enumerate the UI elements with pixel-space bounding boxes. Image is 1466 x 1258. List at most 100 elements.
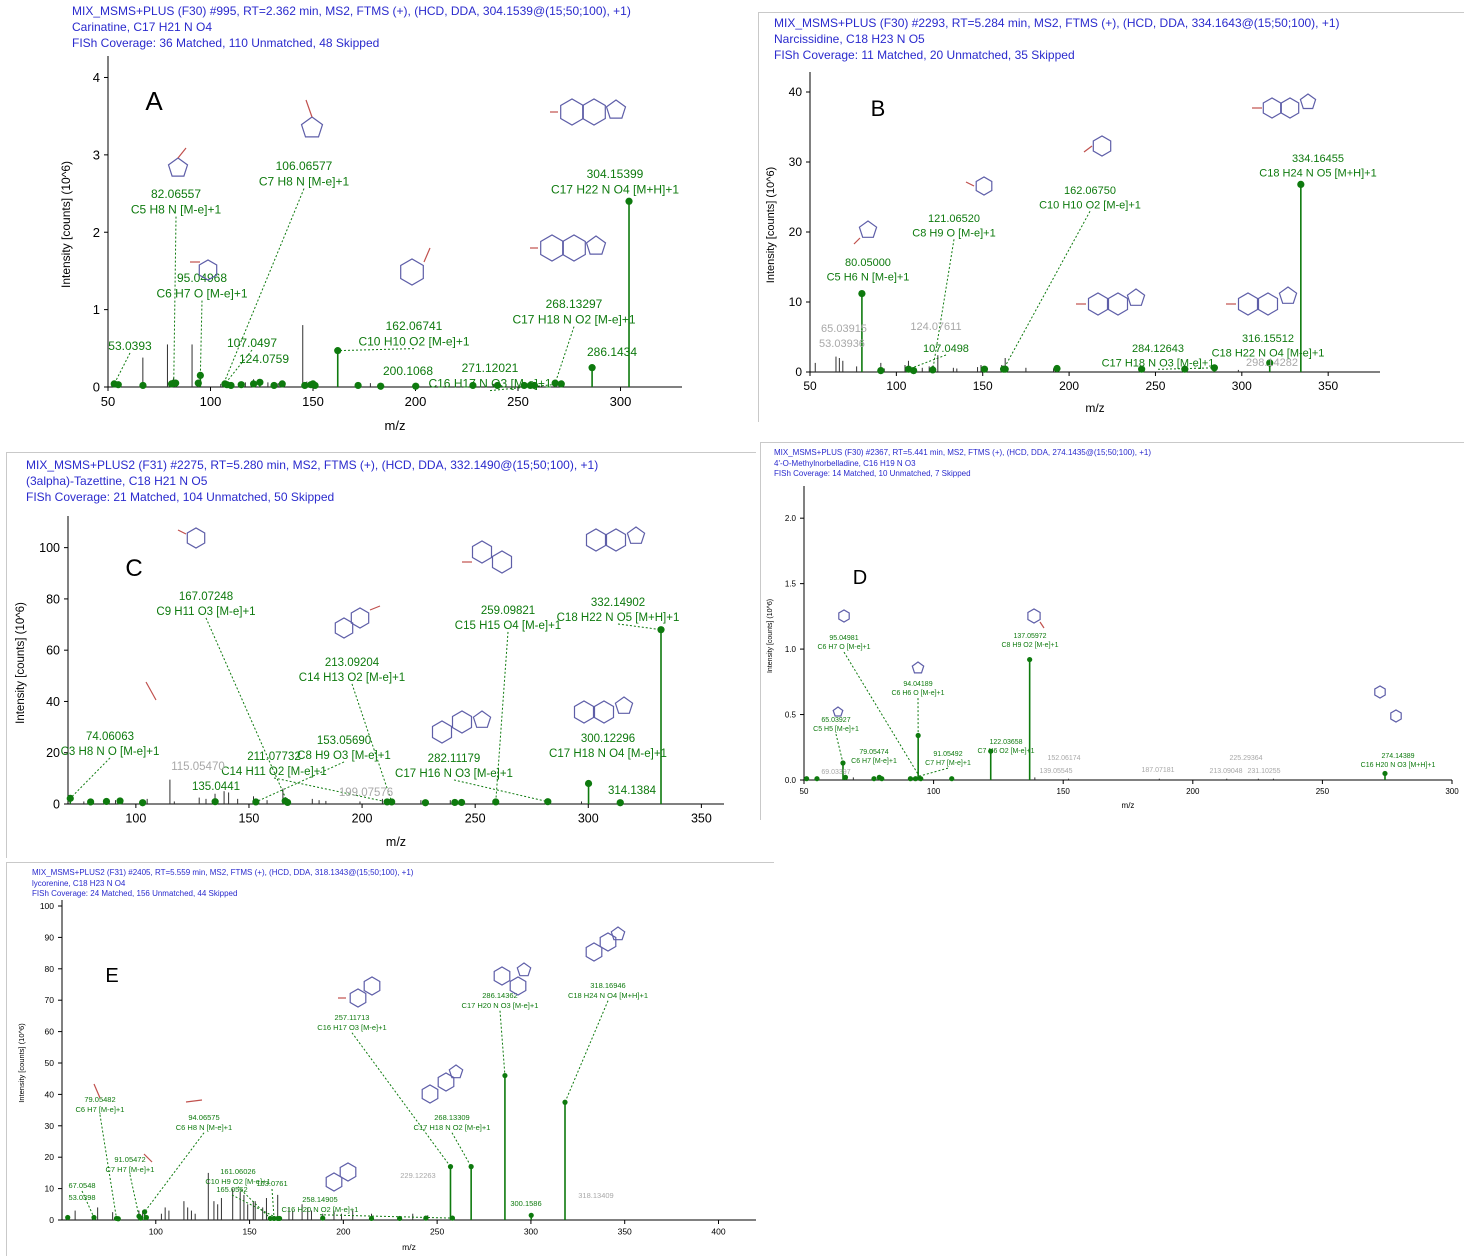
panel-B-peak-marker — [980, 365, 989, 373]
panel-A-peak-marker — [278, 380, 286, 388]
panel-B-peak-label-mz: 107.0498 — [923, 343, 969, 355]
panel-D-structure-icon — [832, 706, 844, 717]
panel-A-peak-label-mz: 200.1068 — [383, 364, 433, 378]
panel-A-peak-marker — [270, 381, 278, 390]
panel-C-x-tick-label: 100 — [125, 812, 146, 826]
panel-E-peak-label-formula: C17 H20 N O3 [M-e]+1 — [462, 1001, 539, 1010]
panel-C-peak-label-formula: C8 H9 O3 [M-e]+1 — [297, 750, 391, 762]
panel-E-peak-marker — [91, 1214, 97, 1221]
panel-D-x-tick-label: 150 — [1057, 787, 1071, 796]
panel-C-structure-icon — [573, 696, 634, 724]
ring-icon — [1092, 135, 1112, 157]
panel-B-header-line1: MIX_MSMS+PLUS (F30) #2293, RT=5.284 min,… — [774, 16, 1340, 30]
ring-icon — [585, 942, 603, 962]
panel-A-leader-line — [337, 348, 415, 352]
panel-D-peak-label-formula: C16 H20 N O3 [M+H]+1 — [1361, 762, 1436, 769]
panel-A-peak-marker — [256, 378, 264, 386]
panel-E-y-tick-label: 90 — [45, 932, 55, 942]
panel-C-peak-label-mz: 213.09204 — [325, 657, 380, 669]
panel-A-peak-label-formula: C6 H7 O [M-e]+1 — [156, 287, 247, 301]
panel-C-header-line2: (3alpha)-Tazettine, C18 H21 N O5 — [26, 473, 208, 488]
bond-icon — [143, 1153, 153, 1163]
panel-C-peak-marker — [492, 798, 500, 806]
panel-E-structure-icon — [493, 962, 532, 996]
panel-C-peak-marker — [657, 626, 665, 634]
panel-B-peak-marker — [1266, 359, 1274, 367]
panel-E-peak-label-formula: C6 H7 [M-e]+1 — [76, 1105, 125, 1114]
ring-icon — [573, 700, 595, 724]
panel-A-peak-label-mz: 162.06741 — [386, 319, 443, 333]
panel-E-peak-marker — [397, 1215, 403, 1222]
ring-icon — [325, 1172, 343, 1192]
ring-icon — [585, 528, 607, 552]
panel-B-peak-marker — [929, 366, 937, 374]
panel-C-peak-marker — [388, 798, 396, 806]
ring-icon — [516, 962, 532, 977]
panel-B-x-tick-label: 300 — [1232, 379, 1252, 393]
panel-B-peak-marker — [1210, 364, 1219, 372]
panel-B-peak-marker — [1001, 365, 1009, 373]
panel-C-peak-label-mz: 300.12296 — [581, 733, 635, 745]
panel-C-y-tick-label: 80 — [46, 592, 60, 606]
panel-E-peak-label-formula: C16 H17 O3 [M-e]+1 — [317, 1023, 386, 1032]
panel-D-peak-marker — [988, 748, 994, 754]
panel-E-peak-marker — [562, 1099, 568, 1105]
chart-panel-B: MIX_MSMS+PLUS (F30) #2293, RT=5.284 min,… — [758, 12, 1464, 422]
panel-A-leader-line — [199, 300, 203, 376]
panel-B-header-line3: FISh Coverage: 11 Matched, 20 Unmatched,… — [774, 47, 1075, 62]
panel-B-structure-icon — [1083, 135, 1112, 157]
panel-B-x-tick-label: 150 — [973, 379, 993, 393]
bond-icon — [93, 1083, 101, 1099]
panel-C-peak-label-mz: 167.07248 — [179, 591, 233, 603]
panel-A-structure-icon — [400, 247, 431, 286]
panel-A-structure-icon — [190, 259, 218, 281]
panel-A-peak-label-mz: 106.06577 — [276, 159, 333, 173]
chart-panel-C: MIX_MSMS+PLUS2 (F31) #2275, RT=5.280 min… — [6, 452, 756, 858]
panel-A-structure-icon — [530, 234, 607, 262]
panel-A-peak-marker — [334, 347, 342, 355]
panel-B-peak-label-mz: 334.16455 — [1292, 153, 1344, 165]
panel-C-leader-line — [205, 617, 289, 803]
ring-icon — [300, 116, 324, 138]
ring-icon — [349, 988, 367, 1008]
panel-B-y-tick-label: 0 — [795, 365, 802, 379]
panel-B-y-tick-label: 10 — [789, 295, 803, 309]
ring-icon — [493, 966, 511, 986]
ring-icon — [1299, 93, 1317, 110]
panel-B-unmatched-label: 53.03936 — [819, 338, 865, 350]
ring-icon — [1262, 97, 1282, 119]
ring-icon — [400, 258, 424, 286]
panel-E-letter: E — [105, 965, 118, 987]
ring-icon — [832, 706, 844, 717]
panel-A-structure-icon — [550, 98, 627, 126]
panel-E-y-tick-label: 50 — [45, 1058, 55, 1068]
panel-B-header: MIX_MSMS+PLUS (F30) #2293, RT=5.284 min,… — [774, 16, 1340, 63]
panel-E-peak-marker — [276, 1215, 283, 1222]
panel-D-peak-label-mz: 94.04189 — [903, 681, 932, 688]
panel-A-x-tick-label: 200 — [405, 394, 427, 409]
panel-E-x-tick-label: 300 — [524, 1227, 538, 1237]
ring-icon — [540, 234, 564, 262]
panel-C-y-tick-label: 0 — [53, 797, 60, 811]
panel-B-peak-marker — [1297, 180, 1305, 188]
panel-B-peak-label-formula: C18 H22 N O4 [M-e]+1 — [1212, 347, 1325, 359]
ring-icon — [610, 926, 626, 941]
panel-E-peak-label-mz: 161.06026 — [220, 1167, 255, 1176]
panel-E-peak-marker — [267, 1215, 273, 1222]
panel-D-peak-marker — [803, 776, 810, 782]
panel-B-x-tick-label: 350 — [1318, 379, 1338, 393]
panel-E-peak-label-mz: 300.1586 — [510, 1199, 541, 1208]
panel-A-peak-label-formula: C7 H8 N [M-e]+1 — [259, 175, 350, 189]
panel-D-unmatched-label: 213.09048 — [1209, 768, 1242, 775]
panel-A-peak-label-formula: C10 H10 O2 [M-e]+1 — [358, 335, 469, 349]
panel-A-peak-label-mz: 286.1434 — [587, 345, 637, 359]
panel-C-peak-label-formula: C18 H22 N O5 [M+H]+1 — [557, 612, 680, 624]
panel-C-peak-marker — [66, 794, 74, 802]
panel-C-structure-icon — [177, 527, 206, 549]
panel-A-peak-marker — [227, 381, 235, 390]
panel-E-peak-marker — [468, 1164, 474, 1170]
panel-B-leader-line — [908, 354, 947, 370]
panel-C-peak-label-formula: C3 H8 N O [M-e]+1 — [61, 746, 160, 758]
ring-icon — [1237, 292, 1259, 316]
panel-D-y-tick-label: 0.5 — [785, 710, 797, 719]
